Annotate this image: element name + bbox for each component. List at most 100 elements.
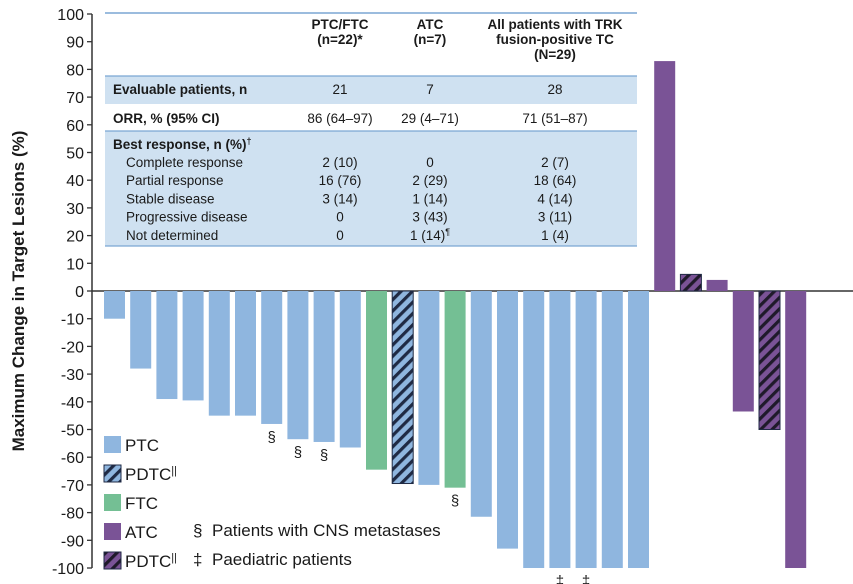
symbol-description: Paediatric patients	[212, 550, 352, 569]
legend-swatch-ftc	[104, 494, 121, 511]
best-response-cell: 0	[336, 228, 344, 243]
best-response-cell: 3 (14)	[322, 191, 357, 206]
best-response-label: Stable disease	[126, 191, 215, 206]
legend-label: PDTC||	[125, 552, 177, 571]
best-response-cell: 1 (4)	[541, 228, 569, 243]
bar-ftc	[444, 291, 466, 488]
table-header-row: PTC/FTC(n=22)* ATC(n=7) All patients with …	[312, 17, 623, 62]
bar-atc	[732, 291, 754, 412]
table-column-header: (n=22)*	[317, 32, 363, 47]
y-tick-label: 100	[57, 7, 84, 24]
bar-ftc	[366, 291, 387, 470]
table-cell: 28	[547, 82, 562, 97]
best-response-cell: 0	[426, 155, 434, 170]
bar-ptc	[156, 291, 178, 400]
best-response-cell: 16 (76)	[319, 173, 362, 188]
best-response-label: Not determined	[126, 228, 218, 243]
legend-swatch-ptc	[104, 436, 121, 453]
bar-ptc	[287, 291, 309, 440]
legend-swatch-pdtc-thyroid	[103, 464, 122, 483]
bars-group	[104, 61, 807, 568]
best-response-label: Complete response	[126, 155, 243, 170]
y-tick-label: 0	[75, 284, 84, 301]
table-row-label: ORR, % (95% CI)	[113, 111, 220, 126]
y-tick-label: -100	[52, 561, 84, 578]
table-body: Evaluable patients, n 21 7 28 ORR, % (95% CI…	[113, 82, 588, 243]
best-response-cell: 2 (7)	[541, 155, 569, 170]
bar-ptc	[575, 291, 597, 568]
bar-ptc	[418, 291, 440, 485]
best-response-title: Best response, n (%)†	[113, 136, 252, 152]
y-tick-label: -50	[61, 423, 84, 440]
y-tick-label: -30	[61, 367, 84, 384]
best-response-cell: 18 (64)	[534, 173, 577, 188]
best-response-cell: 2 (10)	[322, 155, 357, 170]
bar-annotation-mark: §	[268, 429, 276, 446]
best-response-cell: 3 (43)	[412, 210, 447, 225]
best-response-cell: 1 (14)	[412, 191, 447, 206]
best-response-cell: 4 (14)	[537, 191, 572, 206]
legend-swatch-pdtc-atc	[103, 551, 122, 570]
best-response-label: Progressive disease	[126, 210, 248, 225]
table-band-evaluable	[105, 76, 637, 104]
legend-label: PTC	[125, 436, 159, 455]
bar-atc	[654, 61, 676, 292]
bar-ptc	[523, 291, 545, 568]
y-tick-label: 50	[66, 146, 84, 163]
bar-marks-group: § § § § ‡ ‡	[268, 429, 591, 584]
bar-ptc	[549, 291, 571, 568]
y-tick-label: 70	[66, 90, 84, 107]
y-tick-label: -70	[61, 478, 84, 495]
y-tick-label: 30	[66, 201, 84, 218]
bar-ptc	[104, 291, 125, 319]
y-tick-label: -10	[61, 312, 84, 329]
y-tick-label: 60	[66, 118, 84, 135]
y-tick-label: 10	[66, 256, 84, 273]
y-tick-label: 40	[66, 173, 84, 190]
best-response-cell: 1 (14)¶	[410, 227, 450, 243]
bar-ptc	[182, 291, 204, 401]
symbol-mark: §	[193, 521, 202, 540]
bar-ptc	[497, 291, 518, 549]
y-tick-label: 90	[66, 35, 84, 52]
bar-ptc	[339, 291, 361, 448]
y-tick-label: -60	[61, 450, 84, 467]
y-tick-label: -90	[61, 533, 84, 550]
symbol-legend: § Patients with CNS metastases ‡ Paediatric…	[193, 521, 441, 569]
table-cell: 21	[332, 82, 347, 97]
symbol-description: Patients with CNS metastases	[212, 521, 441, 540]
bar-annotation-mark: ‡	[582, 573, 590, 584]
bar-pdtc-atc	[758, 290, 781, 430]
table-column-header: fusion-positive TC	[496, 32, 614, 47]
table-band-best-response	[105, 131, 637, 246]
y-axis-title: Maximum Change in Target Lesions (%)	[9, 131, 28, 452]
best-response-cell: 2 (29)	[412, 173, 447, 188]
best-response-cell: 0	[336, 210, 344, 225]
bar-atc	[706, 279, 728, 291]
bar-annotation-mark: ‡	[556, 573, 564, 584]
y-tick-label: -80	[61, 506, 84, 523]
bar-ptc	[601, 291, 623, 568]
legend-label: PDTC||	[125, 465, 177, 484]
legend-label: FTC	[125, 494, 158, 513]
bar-ptc	[628, 291, 649, 568]
table-cell: 86 (64–97)	[307, 111, 372, 126]
bar-ptc	[208, 291, 230, 416]
legend-label: ATC	[125, 523, 158, 542]
table-cell: 29 (4–71)	[401, 111, 459, 126]
y-tick-label: 80	[66, 62, 84, 79]
y-tick-label: 20	[66, 229, 84, 246]
bar-atc	[785, 291, 807, 568]
bar-ptc	[313, 291, 335, 442]
table-cell: 7	[426, 82, 434, 97]
bar-ptc	[235, 291, 256, 416]
legend: PTC PDTC|| FTC ATC PDTC||	[103, 436, 177, 571]
table-column-header: All patients with TRK	[488, 17, 623, 32]
y-tick-label: -20	[61, 339, 84, 356]
table-row-label: Evaluable patients, n	[113, 82, 247, 97]
table-column-header: (N=29)	[534, 47, 576, 62]
symbol-mark: ‡	[193, 550, 202, 569]
bar-ptc	[130, 291, 152, 369]
bar-annotation-mark: §	[320, 447, 328, 464]
